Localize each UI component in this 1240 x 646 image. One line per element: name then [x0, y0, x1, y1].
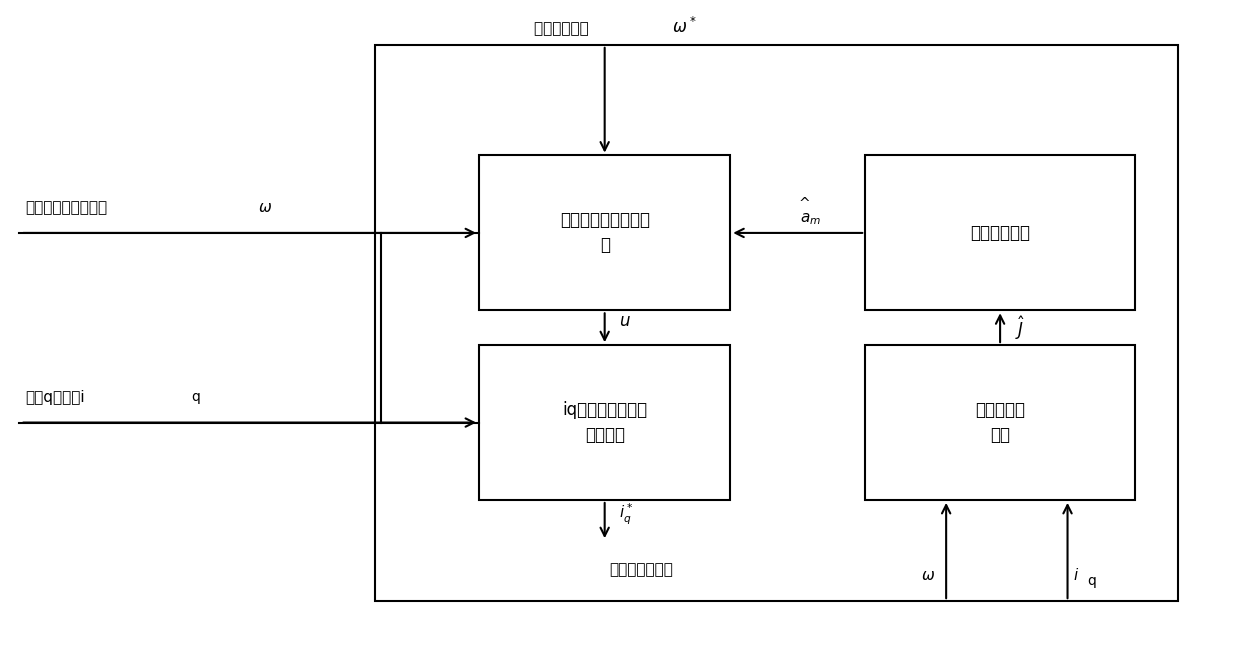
- Text: $\omega$: $\omega$: [258, 200, 273, 215]
- Bar: [479, 156, 730, 310]
- Text: i: i: [1074, 568, 1078, 583]
- Text: 双端口速度内模控制
器: 双端口速度内模控制 器: [559, 211, 650, 255]
- Text: 转动惯量识
别器: 转动惯量识 别器: [975, 401, 1025, 444]
- Text: $a_m$: $a_m$: [800, 211, 821, 227]
- Text: $\hat{J}$: $\hat{J}$: [1014, 314, 1025, 342]
- Text: 永磁同步电机角速度: 永磁同步电机角速度: [25, 200, 108, 215]
- Bar: [479, 345, 730, 500]
- Bar: [374, 45, 1178, 601]
- Text: $\omega$: $\omega$: [921, 568, 935, 583]
- Text: 角速度参考值: 角速度参考值: [534, 21, 599, 37]
- Text: $\omega^*$: $\omega^*$: [672, 17, 697, 37]
- Text: 电机q轴电流i: 电机q轴电流i: [25, 390, 86, 405]
- Text: $u$: $u$: [620, 313, 631, 330]
- Text: iq的饱和极限控制
函数模块: iq的饱和极限控制 函数模块: [562, 401, 647, 444]
- Text: 电机电流环输入: 电机电流环输入: [610, 562, 673, 577]
- Bar: [866, 156, 1135, 310]
- Text: q: q: [1087, 574, 1096, 588]
- Text: ^: ^: [799, 198, 810, 211]
- Text: 模糊推理机制: 模糊推理机制: [970, 224, 1030, 242]
- Text: $i_q^*$: $i_q^*$: [620, 502, 634, 526]
- Bar: [866, 345, 1135, 500]
- Text: q: q: [191, 390, 200, 404]
